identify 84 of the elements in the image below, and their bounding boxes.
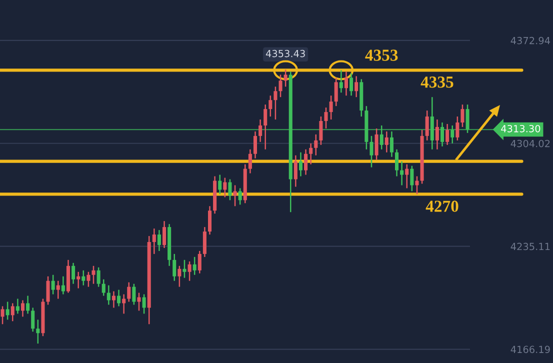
candlestick bbox=[278, 74, 282, 98]
candlestick bbox=[106, 284, 110, 306]
ref-line-label: 4270 bbox=[426, 200, 458, 212]
candlestick bbox=[56, 280, 60, 300]
candlestick bbox=[248, 148, 252, 174]
candlestick bbox=[218, 174, 222, 195]
candlestick bbox=[384, 130, 388, 153]
y-tick-label: 4372.94 bbox=[510, 36, 550, 44]
candlestick bbox=[162, 220, 166, 249]
candlestick bbox=[112, 290, 116, 308]
candlestick bbox=[117, 289, 121, 307]
candlestick bbox=[127, 282, 131, 302]
candlestick bbox=[274, 86, 278, 120]
y-tick-label: 4304.02 bbox=[510, 140, 550, 148]
ref-line-label: 4313.30 bbox=[501, 124, 540, 132]
candlestick bbox=[334, 77, 338, 107]
candlestick bbox=[228, 178, 232, 201]
candlestick bbox=[96, 266, 100, 288]
candlestick bbox=[223, 177, 227, 198]
candlestick bbox=[178, 265, 182, 288]
candlestick bbox=[82, 270, 86, 286]
candlestick bbox=[400, 160, 404, 186]
candlestick bbox=[46, 276, 50, 306]
ref-line-label: 4353 bbox=[365, 50, 398, 61]
candlestick bbox=[284, 68, 288, 88]
y-tick-label: 4166.19 bbox=[510, 346, 550, 354]
candlestick bbox=[344, 71, 348, 96]
candlestick bbox=[31, 307, 35, 332]
candlestick bbox=[456, 116, 460, 142]
candlestick bbox=[446, 123, 450, 146]
candlestick bbox=[20, 300, 25, 318]
candlestick bbox=[188, 260, 192, 282]
candlestick bbox=[6, 301, 10, 320]
candlestick bbox=[208, 206, 212, 236]
candlestick bbox=[137, 292, 141, 312]
candlestick bbox=[394, 148, 399, 177]
candlestick bbox=[253, 130, 258, 159]
candlestick bbox=[10, 302, 14, 322]
candlestick bbox=[0, 306, 4, 325]
candlestick bbox=[314, 134, 318, 156]
candlestick bbox=[233, 184, 237, 207]
candlestick bbox=[202, 226, 206, 258]
candlestick bbox=[324, 106, 328, 130]
candlestick bbox=[26, 295, 30, 314]
candlestick bbox=[354, 76, 358, 98]
candlestick bbox=[192, 256, 196, 276]
annotation: 4353.43 bbox=[266, 50, 305, 58]
candlestick bbox=[132, 283, 136, 306]
candlestick bbox=[51, 274, 55, 295]
candlestick bbox=[16, 298, 20, 314]
candlestick bbox=[370, 135, 374, 168]
candlestick bbox=[435, 118, 439, 150]
y-tick-label: 4235.11 bbox=[510, 242, 550, 250]
candlestick bbox=[142, 294, 146, 314]
candlestick bbox=[425, 110, 429, 142]
candlestick bbox=[319, 116, 323, 146]
candlestick bbox=[304, 148, 308, 176]
candlestick bbox=[405, 164, 409, 189]
candlestick bbox=[102, 278, 106, 296]
candlestick bbox=[92, 265, 96, 284]
candlestick bbox=[294, 154, 298, 188]
annotation: 4335 bbox=[420, 76, 454, 88]
candlestick bbox=[350, 72, 354, 96]
candlestick bbox=[172, 253, 176, 282]
candlestick bbox=[264, 104, 268, 150]
candlestick bbox=[36, 319, 40, 344]
candlestick bbox=[72, 262, 76, 284]
candlestick bbox=[61, 276, 65, 295]
candlestick bbox=[268, 94, 272, 118]
candlestick bbox=[460, 104, 464, 128]
candlestick bbox=[309, 142, 313, 165]
candlestick bbox=[157, 229, 161, 252]
candlestick bbox=[238, 188, 242, 206]
candlestick bbox=[86, 271, 90, 288]
candlestick bbox=[198, 250, 202, 274]
candlestick bbox=[374, 128, 378, 160]
candlestick bbox=[258, 118, 262, 143]
candlestick bbox=[329, 94, 333, 120]
candlestick bbox=[182, 259, 186, 278]
candlestick bbox=[339, 70, 343, 94]
candlestick bbox=[410, 165, 414, 192]
candlestick bbox=[298, 152, 302, 177]
candlestick bbox=[76, 271, 80, 289]
candlestick bbox=[152, 228, 156, 255]
